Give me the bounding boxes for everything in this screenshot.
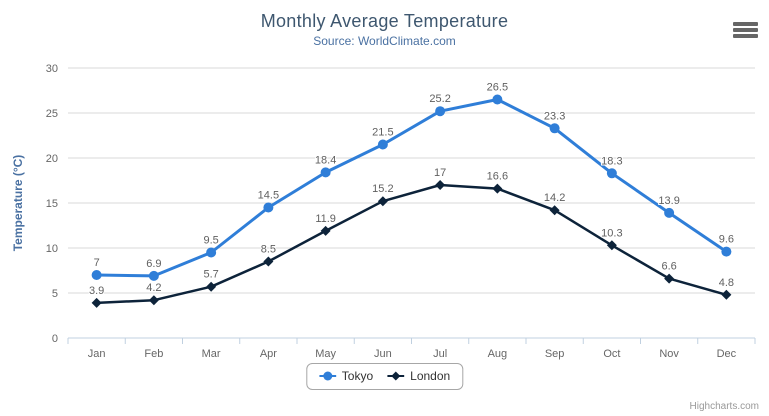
x-axis-label: Apr <box>260 348 277 360</box>
hamburger-bar <box>733 28 758 32</box>
data-label-london: 4.2 <box>146 282 161 294</box>
data-point-london[interactable] <box>91 297 102 308</box>
x-axis-label: Sep <box>545 348 565 360</box>
legend-marker-tokyo-icon <box>318 371 336 381</box>
y-axis-tick-label: 25 <box>46 108 58 120</box>
data-label-tokyo: 18.3 <box>601 155 622 167</box>
data-label-london: 8.5 <box>261 244 276 256</box>
data-point-london[interactable] <box>549 205 560 216</box>
data-point-tokyo[interactable] <box>320 167 331 178</box>
data-point-tokyo[interactable] <box>377 139 388 150</box>
y-axis-tick-label: 10 <box>46 243 58 255</box>
y-axis-tick-label: 15 <box>46 198 58 210</box>
y-axis-tick-label: 20 <box>46 153 58 165</box>
hamburger-menu-icon[interactable] <box>733 22 758 38</box>
data-label-tokyo: 23.3 <box>544 110 565 122</box>
data-label-london: 6.6 <box>661 261 676 273</box>
data-point-london[interactable] <box>320 225 331 236</box>
data-label-tokyo: 6.9 <box>146 258 161 270</box>
x-axis-label: Feb <box>144 348 163 360</box>
data-point-london[interactable] <box>664 273 675 284</box>
data-point-london[interactable] <box>263 256 274 267</box>
highcharts-credit-link[interactable]: Highcharts.com <box>689 401 759 412</box>
data-label-tokyo: 18.4 <box>315 154 336 166</box>
data-label-tokyo: 7 <box>94 257 100 269</box>
legend-item-tokyo[interactable]: Tokyo <box>318 369 374 383</box>
data-label-london: 10.3 <box>601 227 622 239</box>
data-point-tokyo[interactable] <box>721 246 732 257</box>
data-point-london[interactable] <box>721 289 732 300</box>
x-axis-label: Jul <box>433 348 447 360</box>
legend-label: Tokyo <box>341 369 374 383</box>
chart-subtitle: Source: WorldClimate.com <box>313 34 456 48</box>
series-line-tokyo <box>95 98 728 278</box>
x-axis-label: Jun <box>374 348 392 360</box>
legend-marker-london-icon <box>387 371 405 381</box>
data-point-tokyo[interactable] <box>549 123 560 134</box>
data-label-tokyo: 9.5 <box>203 235 218 247</box>
y-axis-tick-label: 5 <box>52 288 58 300</box>
chart-title: Monthly Average Temperature <box>260 11 509 31</box>
data-point-tokyo[interactable] <box>206 247 217 258</box>
data-label-tokyo: 25.2 <box>429 93 450 105</box>
data-point-london[interactable] <box>492 183 503 194</box>
series-line-london <box>95 183 728 305</box>
data-point-tokyo[interactable] <box>664 207 675 218</box>
data-point-tokyo[interactable] <box>263 202 274 213</box>
x-axis-label: Aug <box>488 348 508 360</box>
y-axis-tick-label: 30 <box>46 63 58 75</box>
legend-label: London <box>410 369 451 383</box>
data-label-london: 3.9 <box>89 285 104 297</box>
hamburger-bar <box>733 22 758 26</box>
data-label-tokyo: 26.5 <box>487 82 508 94</box>
data-label-tokyo: 13.9 <box>658 195 679 207</box>
data-point-tokyo[interactable] <box>91 270 102 280</box>
x-axis-label: May <box>315 348 336 360</box>
data-label-london: 15.2 <box>372 183 393 195</box>
data-point-tokyo[interactable] <box>606 168 617 179</box>
data-point-london[interactable] <box>606 240 617 251</box>
y-axis-tick-label: 0 <box>52 333 58 345</box>
x-axis-label: Dec <box>717 348 737 360</box>
data-label-london: 4.8 <box>719 277 734 289</box>
data-point-tokyo[interactable] <box>148 270 159 281</box>
hamburger-bar <box>733 34 758 38</box>
data-label-london: 11.9 <box>315 213 336 225</box>
data-label-tokyo: 14.5 <box>258 190 279 202</box>
data-label-london: 17 <box>434 167 446 179</box>
data-point-tokyo[interactable] <box>492 94 503 105</box>
data-point-london[interactable] <box>377 196 388 207</box>
x-axis-label: Mar <box>202 348 221 360</box>
data-label-tokyo: 9.6 <box>719 234 734 246</box>
data-label-london: 14.2 <box>544 192 565 204</box>
data-point-london[interactable] <box>435 180 446 190</box>
data-label-tokyo: 21.5 <box>372 127 393 139</box>
y-axis-title: Temperature (°C) <box>11 155 25 252</box>
x-axis-label: Nov <box>659 348 679 360</box>
data-point-tokyo[interactable] <box>435 106 446 117</box>
legend: Tokyo London <box>305 363 464 390</box>
data-point-london[interactable] <box>206 281 217 292</box>
legend-item-london[interactable]: London <box>387 369 450 383</box>
x-axis-label: Jan <box>88 348 106 360</box>
data-label-london: 16.6 <box>487 171 508 183</box>
x-axis-label: Oct <box>603 348 620 360</box>
data-label-london: 5.7 <box>203 269 218 281</box>
data-point-london[interactable] <box>148 295 159 306</box>
